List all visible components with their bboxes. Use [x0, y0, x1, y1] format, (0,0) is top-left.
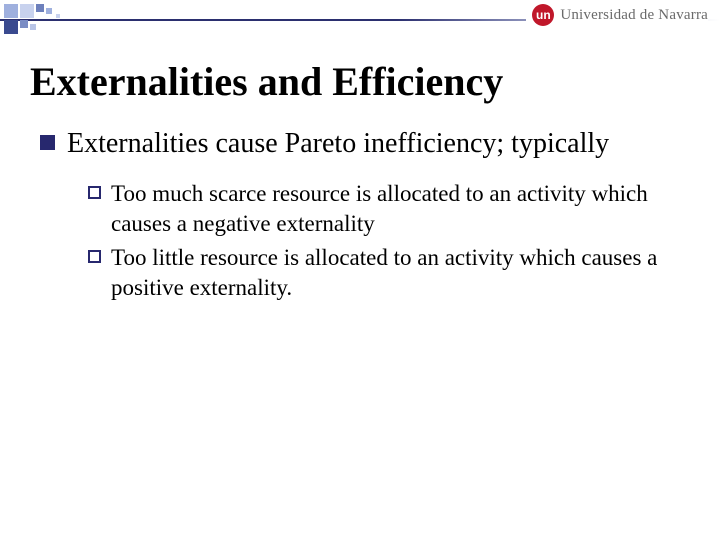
- logo-badge-icon: un: [532, 4, 554, 26]
- bullet-level2-text: Too little resource is allocated to an a…: [111, 243, 690, 303]
- mosaic-square-icon: [36, 4, 44, 12]
- bullet-level2: Too much scarce resource is allocated to…: [88, 179, 690, 239]
- mosaic-square-icon: [20, 20, 28, 28]
- bullet-level1-text: Externalities cause Pareto inefficiency;…: [67, 126, 609, 161]
- square-outline-icon: [88, 250, 101, 263]
- mosaic-square-icon: [4, 4, 18, 18]
- bullet-level1: Externalities cause Pareto inefficiency;…: [30, 126, 690, 161]
- slide-content: Externalities and Efficiency Externaliti…: [0, 40, 720, 303]
- mosaic-square-icon: [30, 24, 36, 30]
- university-name: Universidad de Navarra: [560, 7, 708, 24]
- square-outline-icon: [88, 186, 101, 199]
- mosaic-decoration: [2, 2, 122, 38]
- bullet-level2-text: Too much scarce resource is allocated to…: [111, 179, 690, 239]
- mosaic-square-icon: [46, 8, 52, 14]
- mosaic-square-icon: [4, 20, 18, 34]
- sub-bullet-list: Too much scarce resource is allocated to…: [30, 179, 690, 303]
- slide-header: un Universidad de Navarra: [0, 0, 720, 40]
- university-logo: un Universidad de Navarra: [526, 4, 708, 26]
- square-filled-icon: [40, 135, 55, 150]
- mosaic-square-icon: [20, 4, 34, 18]
- bullet-level2: Too little resource is allocated to an a…: [88, 243, 690, 303]
- slide-title: Externalities and Efficiency: [30, 60, 690, 104]
- mosaic-square-icon: [56, 14, 60, 18]
